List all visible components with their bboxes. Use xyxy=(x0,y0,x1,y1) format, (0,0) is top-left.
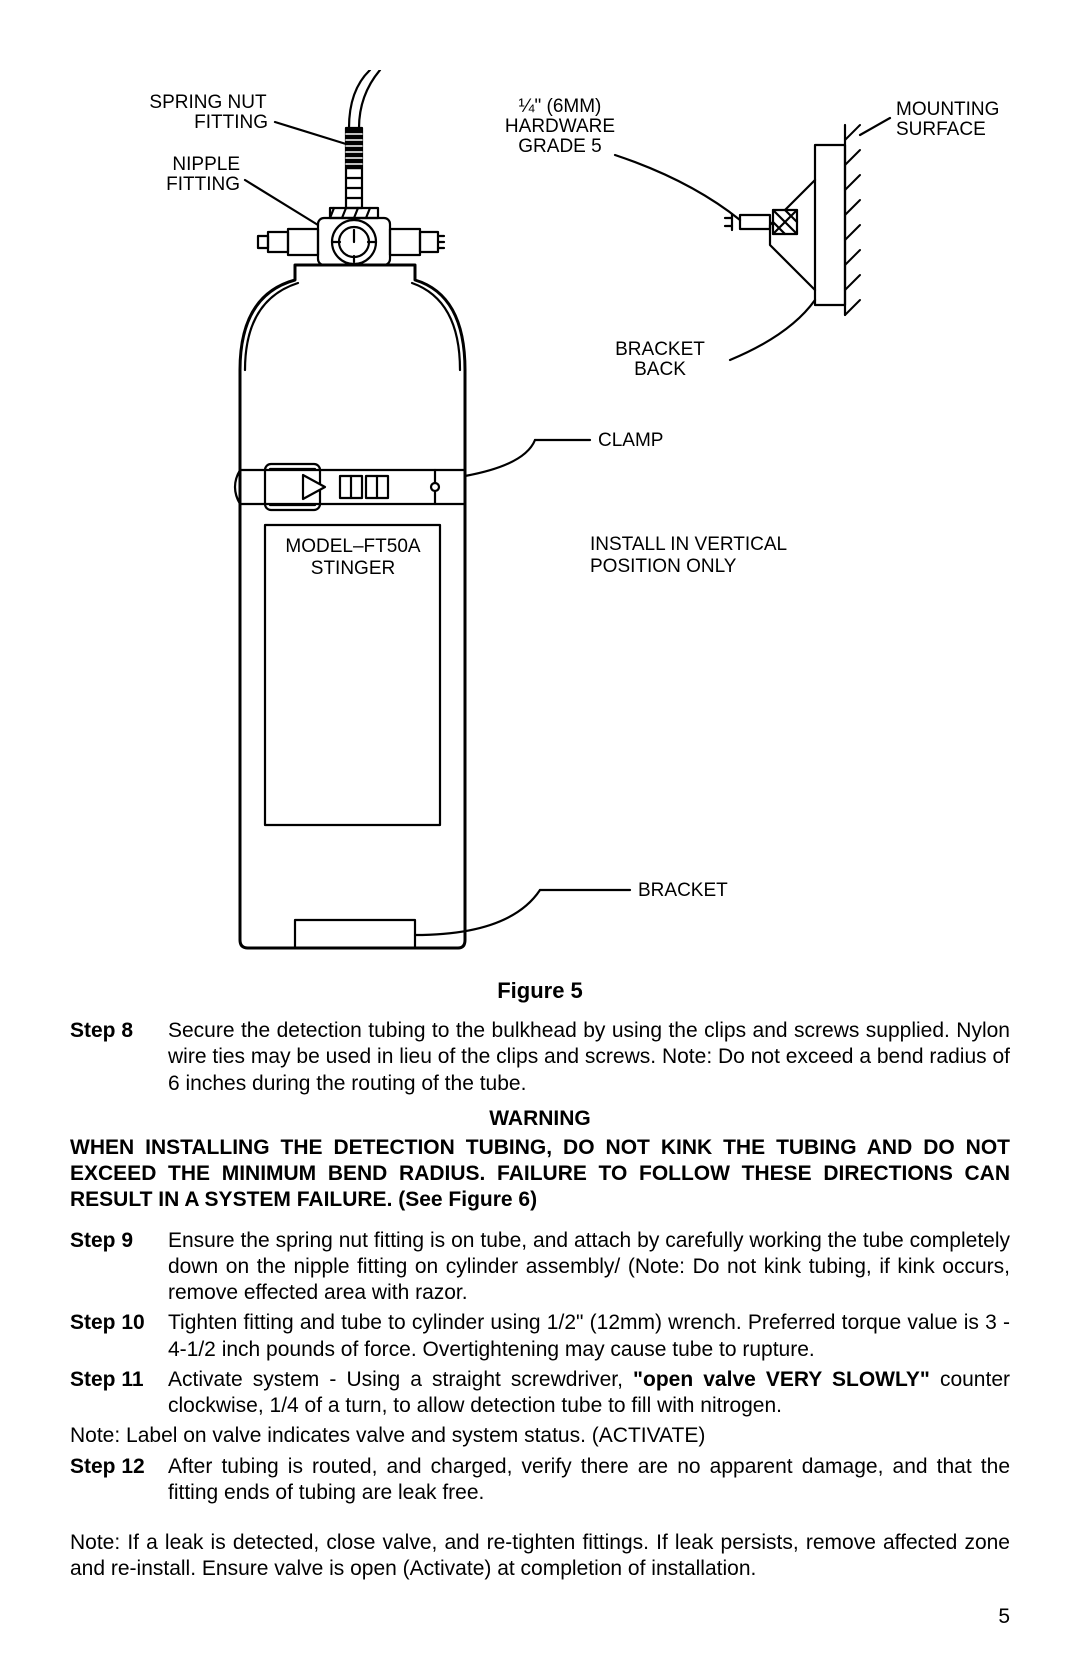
note-leak: Note: If a leak is detected, close valve… xyxy=(70,1530,1010,1583)
label-spring-nut-1: SPRING NUT xyxy=(149,92,267,113)
warning-title: WARNING xyxy=(70,1107,1010,1131)
label-spring-nut-2: FITTING xyxy=(194,112,268,133)
figure-caption: Figure 5 xyxy=(70,978,1010,1004)
step-11-label: Step 11 xyxy=(70,1367,168,1420)
step-8: Step 8 Secure the detection tubing to th… xyxy=(70,1018,1010,1097)
label-install-2: POSITION ONLY xyxy=(590,556,737,577)
step-11: Step 11 Activate system - Using a straig… xyxy=(70,1367,1010,1420)
step-8-label: Step 8 xyxy=(70,1018,168,1097)
warning-body: WHEN INSTALLING THE DETECTION TUBING, DO… xyxy=(70,1135,1010,1214)
label-hardware-2: HARDWARE xyxy=(505,116,615,137)
label-lower-bracket: BRACKET xyxy=(638,880,728,901)
step-11-pre: Activate system - Using a straight screw… xyxy=(168,1368,633,1391)
step-11-text: Activate system - Using a straight screw… xyxy=(168,1367,1010,1420)
label-nipple-1: NIPPLE xyxy=(172,154,240,175)
step-11-bold: "open valve VERY SLOWLY" xyxy=(633,1368,930,1391)
step-12: Step 12 After tubing is routed, and char… xyxy=(70,1454,1010,1507)
label-model-1: MODEL–FT50A xyxy=(285,536,420,557)
step-10: Step 10 Tighten fitting and tube to cyli… xyxy=(70,1310,1010,1363)
label-hardware-1: ¼" (6MM) xyxy=(519,96,602,117)
step-12-text: After tubing is routed, and charged, ver… xyxy=(168,1454,1010,1507)
label-bracket-back-1: BRACKET xyxy=(615,339,705,360)
label-clamp: CLAMP xyxy=(598,430,663,451)
label-model-2: STINGER xyxy=(311,558,395,579)
page-number: 5 xyxy=(998,1605,1010,1629)
figure-wrap: SPRING NUT FITTING NIPPLE FITTING ¼" (6M… xyxy=(70,70,1010,960)
label-hardware-3: GRADE 5 xyxy=(518,136,601,157)
label-install-1: INSTALL IN VERTICAL xyxy=(590,534,787,555)
step-10-label: Step 10 xyxy=(70,1310,168,1363)
label-nipple-2: FITTING xyxy=(166,174,240,195)
note-activate: Note: Label on valve indicates valve and… xyxy=(70,1423,1010,1449)
figure-5-diagram: SPRING NUT FITTING NIPPLE FITTING ¼" (6M… xyxy=(70,70,1010,960)
manual-page: SPRING NUT FITTING NIPPLE FITTING ¼" (6M… xyxy=(0,0,1080,1669)
label-mounting-2: SURFACE xyxy=(896,119,986,140)
label-mounting-1: MOUNTING xyxy=(896,99,999,120)
step-9-label: Step 9 xyxy=(70,1228,168,1307)
step-12-label: Step 12 xyxy=(70,1454,168,1507)
label-bracket-back-2: BACK xyxy=(634,359,686,380)
step-10-text: Tighten fitting and tube to cylinder usi… xyxy=(168,1310,1010,1363)
step-8-text: Secure the detection tubing to the bulkh… xyxy=(168,1018,1010,1097)
step-9-text: Ensure the spring nut fitting is on tube… xyxy=(168,1228,1010,1307)
step-9: Step 9 Ensure the spring nut fitting is … xyxy=(70,1228,1010,1307)
